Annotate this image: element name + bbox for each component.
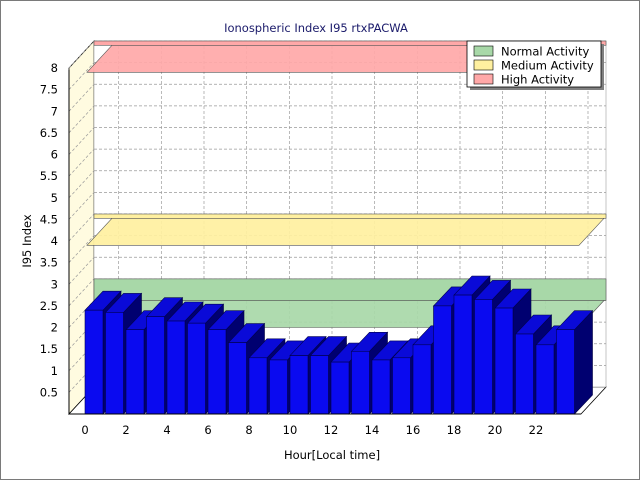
y-tick-label: 8 xyxy=(51,61,58,75)
bar-front xyxy=(474,299,493,415)
x-tick-label: 4 xyxy=(163,423,170,437)
x-tick-label: 14 xyxy=(365,423,380,437)
bar-front xyxy=(392,357,411,415)
gridline-wall xyxy=(68,192,95,220)
x-tick-labels: 0 2 4 6 8 10 12 14 16 18 20 22 xyxy=(81,423,543,437)
gridline-wall xyxy=(68,62,95,90)
legend-label: Medium Activity xyxy=(501,59,594,73)
x-tick-label: 20 xyxy=(488,423,503,437)
gridline-wall xyxy=(68,257,95,285)
y-tick-label: 1.5 xyxy=(40,342,58,356)
y-tick-label: 5.5 xyxy=(40,169,58,183)
gridline-wall xyxy=(68,105,95,134)
bar-front xyxy=(453,294,473,415)
bar-front xyxy=(105,312,124,415)
gridline-wall xyxy=(68,170,95,198)
y-tick-labels: 0.5 1 1.5 2 2.5 3 3.5 4 4.5 5 5.5 6 6.5 7 7.5 8 xyxy=(40,61,58,399)
bar xyxy=(555,309,594,415)
y-tick-label: 2.5 xyxy=(40,299,58,313)
bar-series xyxy=(84,275,594,415)
bar-front xyxy=(166,320,186,415)
bar-front xyxy=(330,361,350,415)
bar-front xyxy=(84,309,104,415)
chart-title: Ionospheric Index I95 rtxPACWA xyxy=(224,21,408,35)
bar-front xyxy=(310,355,329,415)
y-tick-label: 3 xyxy=(51,277,58,291)
bar-front xyxy=(494,307,514,415)
y-tick-label: 6 xyxy=(51,148,58,162)
legend-swatch xyxy=(473,45,494,57)
y-tick-label: 0.5 xyxy=(40,385,58,399)
y-tick-label: 2 xyxy=(51,321,58,335)
bar-front xyxy=(146,316,165,415)
legend-label: Normal Activity xyxy=(501,45,589,59)
bar-front xyxy=(207,329,227,415)
bar-front xyxy=(187,322,206,415)
y-tick-label: 6.5 xyxy=(40,126,58,140)
y-tick-label: 5 xyxy=(51,191,58,205)
legend-swatch xyxy=(473,59,494,71)
x-tick-label: 16 xyxy=(406,423,421,437)
bar-front xyxy=(535,344,555,415)
x-tick-label: 22 xyxy=(529,423,544,437)
gridline-wall xyxy=(68,213,95,242)
y-tick-label: 7 xyxy=(51,104,58,118)
bar-front xyxy=(556,329,575,415)
y-axis-title: I95 Index xyxy=(20,214,34,268)
bar-front xyxy=(289,355,309,415)
y-tick-label: 3.5 xyxy=(40,256,58,270)
y-tick-label: 7.5 xyxy=(40,83,58,97)
gridline-wall xyxy=(68,127,95,155)
gridline-wall xyxy=(68,148,95,177)
bar-front xyxy=(351,350,370,415)
y-tick-label: 4 xyxy=(51,234,58,248)
activity-band-slab xyxy=(86,218,605,246)
gridline-wall xyxy=(68,278,95,307)
bar-front xyxy=(515,333,534,415)
x-axis-title: Hour[Local time] xyxy=(284,448,380,462)
bar-front xyxy=(228,342,247,415)
gridline-wall xyxy=(68,84,95,112)
legend-label: High Activity xyxy=(501,73,574,87)
x-tick-label: 6 xyxy=(204,423,211,437)
bar-front xyxy=(125,329,145,415)
bar-front xyxy=(433,305,452,415)
x-tick-label: 10 xyxy=(283,423,298,437)
x-tick-label: 8 xyxy=(245,423,252,437)
x-tick-label: 18 xyxy=(447,423,462,437)
bar-front xyxy=(248,357,268,415)
bar-front xyxy=(371,359,391,415)
x-tick-label: 2 xyxy=(122,423,129,437)
y-tick-label: 1 xyxy=(51,364,58,378)
legend-swatch xyxy=(473,73,494,85)
chart-axes xyxy=(68,70,581,415)
x-tick-label: 0 xyxy=(81,423,88,437)
x-tick-label: 12 xyxy=(324,423,339,437)
bar-front xyxy=(269,359,288,415)
gridline-wall xyxy=(68,40,95,69)
y-tick-label: 4.5 xyxy=(40,212,58,226)
gridline-wall xyxy=(68,235,95,263)
bar-front xyxy=(412,344,432,415)
